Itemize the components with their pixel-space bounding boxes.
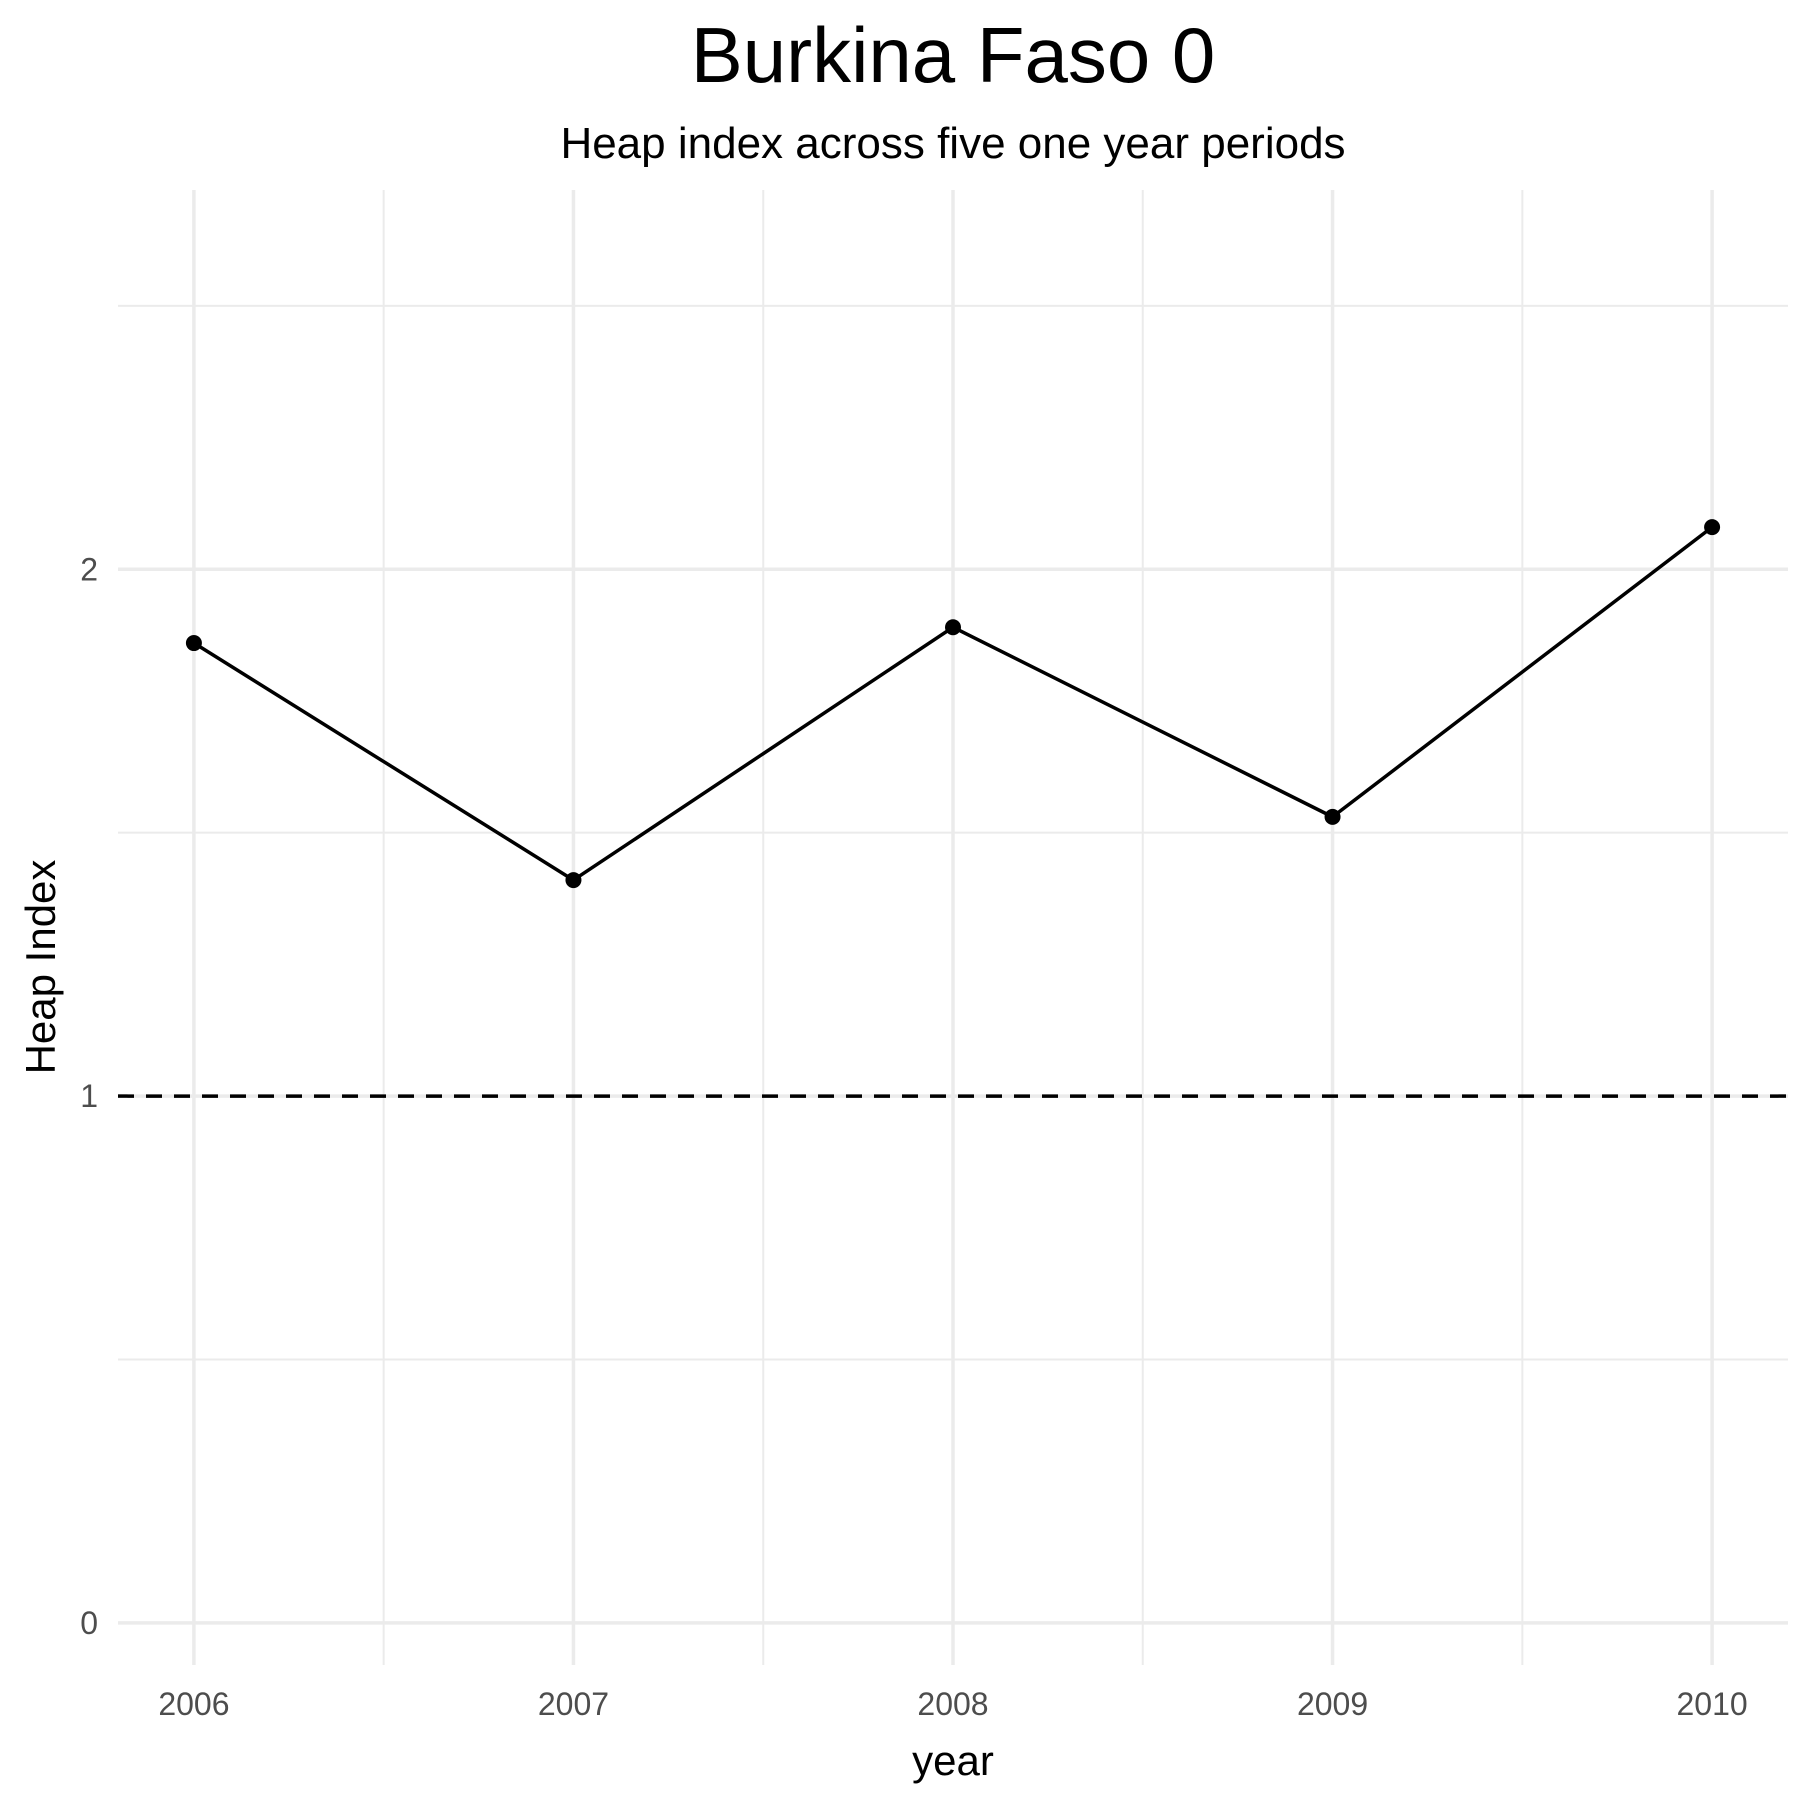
data-point bbox=[185, 635, 202, 652]
data-point bbox=[1704, 519, 1721, 536]
y-tick-label: 1 bbox=[80, 1078, 98, 1114]
x-tick-label: 2007 bbox=[538, 1686, 609, 1722]
y-axis-title: Heap Index bbox=[17, 860, 64, 1075]
data-point bbox=[945, 619, 961, 636]
x-tick-label: 2010 bbox=[1676, 1686, 1747, 1722]
x-tick-label: 2009 bbox=[1297, 1686, 1368, 1722]
grid bbox=[118, 190, 1788, 1665]
x-axis-title: year bbox=[912, 1737, 994, 1784]
x-tick-label: 2006 bbox=[158, 1686, 229, 1722]
y-tick-label: 0 bbox=[80, 1605, 98, 1641]
series-layer bbox=[185, 519, 1721, 889]
axis-labels: 0 1 2 2006 2007 2008 2009 2010 bbox=[80, 551, 1747, 1722]
y-tick-label: 2 bbox=[80, 551, 98, 587]
x-tick-label: 2008 bbox=[917, 1686, 988, 1722]
chart-subtitle: Heap index across five one year periods bbox=[560, 119, 1345, 168]
chart-title: Burkina Faso 0 bbox=[691, 11, 1216, 99]
data-point bbox=[565, 872, 582, 889]
data-point bbox=[1324, 808, 1341, 825]
